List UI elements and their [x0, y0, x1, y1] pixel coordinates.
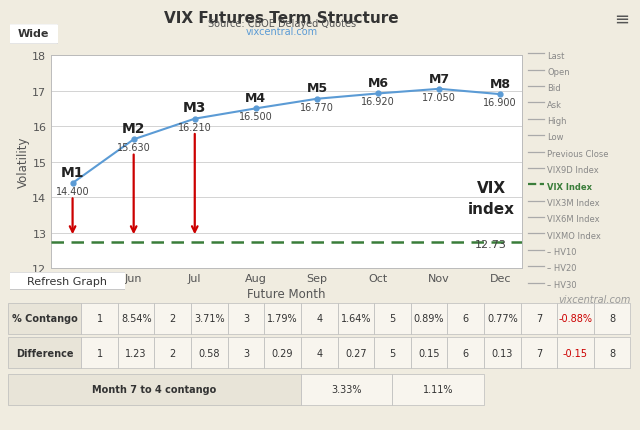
Text: M4: M4	[245, 92, 266, 105]
Text: VIXMO Index: VIXMO Index	[547, 231, 601, 240]
Text: 0.89%: 0.89%	[414, 313, 444, 324]
Text: 3.71%: 3.71%	[194, 313, 225, 324]
Text: 4: 4	[316, 313, 323, 324]
Text: 5: 5	[389, 313, 396, 324]
Text: – HV10: – HV10	[547, 248, 577, 256]
Text: % Contango: % Contango	[12, 313, 77, 324]
Text: VIX: VIX	[477, 181, 506, 196]
Text: 1.64%: 1.64%	[340, 313, 371, 324]
Text: VIX Futures Term Structure: VIX Futures Term Structure	[164, 11, 399, 26]
Text: Bid: Bid	[547, 84, 561, 93]
Text: 2: 2	[170, 313, 176, 324]
Text: 15.630: 15.630	[116, 143, 150, 153]
Text: VIX Index: VIX Index	[547, 182, 592, 191]
Text: Wide: Wide	[18, 29, 49, 40]
Text: Source: CBOE Delayed Quotes: Source: CBOE Delayed Quotes	[207, 19, 356, 29]
Text: M3: M3	[183, 101, 207, 115]
Text: Low: Low	[547, 133, 564, 142]
FancyBboxPatch shape	[5, 272, 129, 290]
Text: vixcentral.com: vixcentral.com	[558, 295, 630, 304]
Text: 0.29: 0.29	[272, 348, 293, 358]
Text: Month 7 to 4 contango: Month 7 to 4 contango	[92, 384, 216, 394]
Text: 14.400: 14.400	[56, 187, 90, 197]
Text: 1: 1	[97, 348, 102, 358]
Text: 0.15: 0.15	[419, 348, 440, 358]
Text: 1.79%: 1.79%	[268, 313, 298, 324]
Text: 1: 1	[97, 313, 102, 324]
Text: 3: 3	[243, 348, 249, 358]
Text: 8.54%: 8.54%	[121, 313, 152, 324]
Text: 1.23: 1.23	[125, 348, 147, 358]
Text: Open: Open	[547, 68, 570, 77]
Text: 5: 5	[389, 348, 396, 358]
Text: Ask: Ask	[547, 101, 562, 109]
Text: 0.27: 0.27	[345, 348, 367, 358]
Text: 0.58: 0.58	[198, 348, 220, 358]
Text: 6: 6	[463, 313, 468, 324]
Text: 16.210: 16.210	[178, 122, 212, 132]
Text: M5: M5	[307, 82, 328, 95]
Text: 4: 4	[316, 348, 323, 358]
Text: 0.77%: 0.77%	[487, 313, 518, 324]
Text: 16.900: 16.900	[483, 98, 517, 108]
Text: Last: Last	[547, 52, 564, 60]
Text: M2: M2	[122, 122, 145, 136]
Text: VIX9D Index: VIX9D Index	[547, 166, 599, 175]
Text: 1.11%: 1.11%	[423, 384, 454, 394]
Text: 7: 7	[536, 348, 542, 358]
Text: Refresh Graph: Refresh Graph	[28, 276, 108, 286]
Text: VIX3M Index: VIX3M Index	[547, 199, 600, 207]
Text: 16.770: 16.770	[300, 102, 334, 112]
Text: 3.33%: 3.33%	[332, 384, 362, 394]
Y-axis label: Volatility: Volatility	[17, 137, 29, 188]
Text: 8: 8	[609, 348, 615, 358]
Text: VIX6M Index: VIX6M Index	[547, 215, 600, 224]
X-axis label: Future Month: Future Month	[247, 288, 326, 301]
Text: M7: M7	[429, 72, 450, 85]
Text: 7: 7	[536, 313, 542, 324]
Text: – HV20: – HV20	[547, 264, 577, 273]
Text: M8: M8	[490, 78, 511, 91]
Text: Previous Close: Previous Close	[547, 150, 609, 158]
Text: – HV30: – HV30	[547, 280, 577, 289]
Text: M1: M1	[61, 166, 84, 179]
Text: High: High	[547, 117, 566, 126]
Text: 16.920: 16.920	[361, 97, 395, 107]
Text: 17.050: 17.050	[422, 92, 456, 102]
Text: ≡: ≡	[614, 11, 629, 29]
Text: Difference: Difference	[16, 348, 73, 358]
Text: 6: 6	[463, 348, 468, 358]
Text: M6: M6	[367, 77, 388, 90]
Text: 8: 8	[609, 313, 615, 324]
Text: 16.500: 16.500	[239, 112, 273, 122]
Text: 3: 3	[243, 313, 249, 324]
Text: 12.73: 12.73	[475, 240, 507, 249]
Text: -0.15: -0.15	[563, 348, 588, 358]
FancyBboxPatch shape	[8, 25, 59, 45]
Text: vixcentral.com: vixcentral.com	[246, 27, 317, 37]
Text: 2: 2	[170, 348, 176, 358]
Text: -0.88%: -0.88%	[559, 313, 593, 324]
Text: index: index	[468, 202, 515, 217]
Text: 0.13: 0.13	[492, 348, 513, 358]
